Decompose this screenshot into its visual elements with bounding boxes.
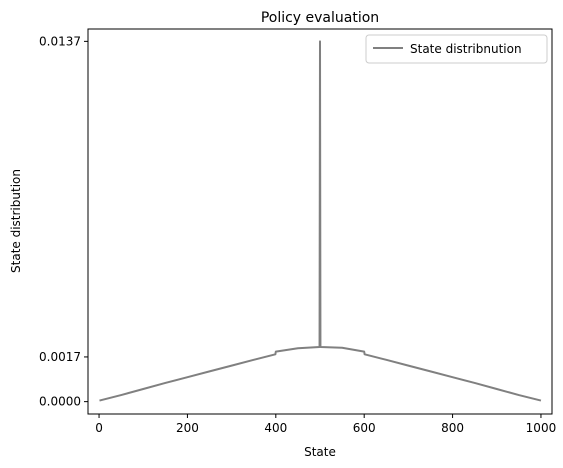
x-tick-label: 1000 — [526, 421, 557, 435]
series-line — [99, 40, 542, 402]
plot-frame — [87, 28, 553, 415]
y-tick-label: 0.0000 — [39, 395, 81, 409]
x-tick-label: 600 — [353, 421, 376, 435]
x-axis-label: State — [304, 445, 336, 459]
legend-label: State distribnution — [410, 42, 522, 56]
y-tick-label: 0.0017 — [39, 350, 81, 364]
x-axis: 0 200 400 600 800 1000 — [95, 414, 556, 435]
legend: State distribnution — [365, 34, 548, 64]
y-axis-label: State distribution — [9, 169, 23, 273]
x-tick-label: 800 — [441, 421, 464, 435]
y-axis: 0.0000 0.0017 0.0137 — [39, 34, 88, 409]
y-tick-label: 0.0137 — [39, 34, 81, 48]
legend-box — [365, 34, 548, 64]
x-tick-label: 400 — [264, 421, 287, 435]
x-tick-label: 200 — [176, 421, 199, 435]
x-tick-label: 0 — [95, 421, 103, 435]
plot-area — [87, 28, 553, 415]
chart-title: Policy evaluation — [261, 10, 379, 26]
